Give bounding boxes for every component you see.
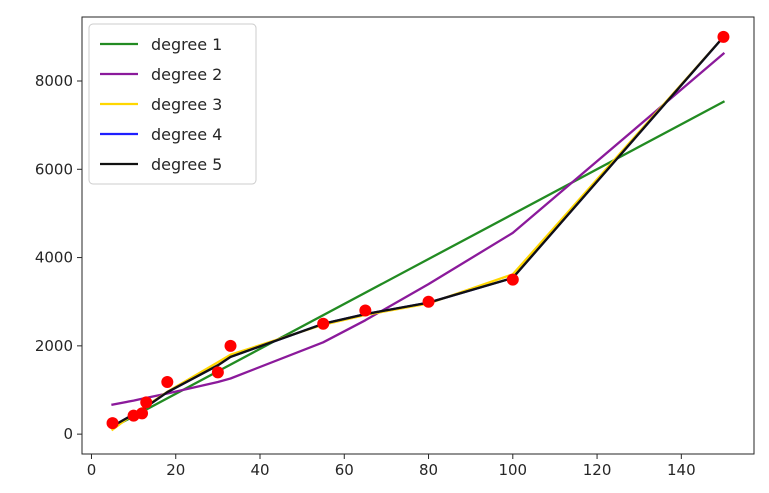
series-line-degree-2 <box>111 51 726 406</box>
x-tick-label: 80 <box>419 461 438 479</box>
axes: 0 20 40 60 80 100 120 140 0 2000 4000 6000 8000 <box>35 72 696 479</box>
data-point <box>359 304 372 317</box>
data-point <box>317 317 330 330</box>
y-tick-label: 8000 <box>35 72 73 90</box>
x-tick-label: 120 <box>583 461 612 479</box>
x-tick-label: 140 <box>667 461 696 479</box>
legend-label: degree 3 <box>151 95 222 114</box>
y-tick-label: 0 <box>63 425 73 443</box>
x-tick-label: 20 <box>166 461 185 479</box>
data-point <box>106 417 119 430</box>
data-point <box>224 339 237 352</box>
y-tick-label: 6000 <box>35 160 73 178</box>
plot-frame <box>81 16 755 455</box>
legend-label: degree 1 <box>151 35 222 54</box>
data-point <box>506 273 519 286</box>
y-tick-label: 4000 <box>35 249 73 267</box>
data-point <box>422 295 435 308</box>
legend-label: degree 4 <box>151 125 222 144</box>
x-tick-label: 40 <box>250 461 269 479</box>
legend-label: degree 2 <box>151 65 222 84</box>
data-point <box>136 407 149 420</box>
legend-box <box>88 23 257 185</box>
x-tick-label: 60 <box>335 461 354 479</box>
legend: degree 1 degree 2 degree 3 degree 4 degree 5 <box>88 23 257 185</box>
data-points <box>106 30 730 430</box>
x-tick-label: 100 <box>498 461 527 479</box>
data-point <box>140 396 153 409</box>
x-tick-label: 0 <box>87 461 97 479</box>
legend-label: degree 5 <box>151 155 222 174</box>
y-tick-label: 2000 <box>35 337 73 355</box>
data-point <box>717 30 730 43</box>
data-point <box>211 366 224 379</box>
data-point <box>161 376 174 389</box>
